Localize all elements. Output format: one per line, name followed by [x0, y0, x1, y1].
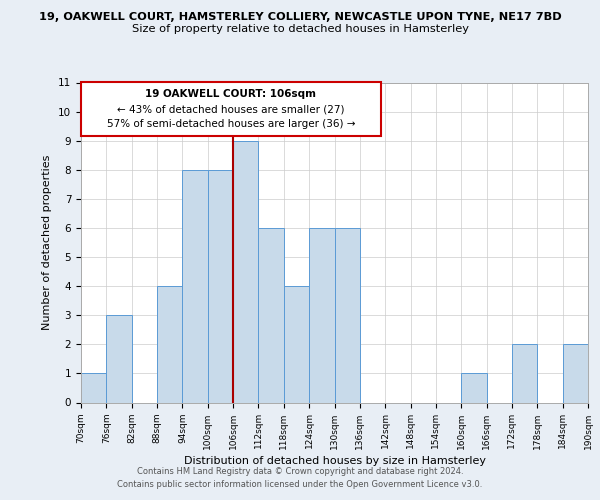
Bar — [182, 170, 208, 402]
Bar — [563, 344, 588, 403]
Bar — [284, 286, 309, 403]
Bar — [81, 82, 381, 136]
X-axis label: Distribution of detached houses by size in Hamsterley: Distribution of detached houses by size … — [184, 456, 485, 466]
Text: Contains HM Land Registry data © Crown copyright and database right 2024.: Contains HM Land Registry data © Crown c… — [137, 467, 463, 476]
Bar — [81, 374, 106, 402]
Bar — [208, 170, 233, 402]
Bar — [106, 315, 131, 402]
Text: 57% of semi-detached houses are larger (36) →: 57% of semi-detached houses are larger (… — [107, 120, 355, 130]
Y-axis label: Number of detached properties: Number of detached properties — [43, 155, 52, 330]
Bar — [157, 286, 182, 403]
Bar — [233, 140, 259, 402]
Text: ← 43% of detached houses are smaller (27): ← 43% of detached houses are smaller (27… — [117, 104, 345, 115]
Text: Contains public sector information licensed under the Open Government Licence v3: Contains public sector information licen… — [118, 480, 482, 489]
Bar — [335, 228, 360, 402]
Bar — [259, 228, 284, 402]
Bar — [309, 228, 335, 402]
Text: 19, OAKWELL COURT, HAMSTERLEY COLLIERY, NEWCASTLE UPON TYNE, NE17 7BD: 19, OAKWELL COURT, HAMSTERLEY COLLIERY, … — [38, 12, 562, 22]
Text: 19 OAKWELL COURT: 106sqm: 19 OAKWELL COURT: 106sqm — [145, 90, 316, 100]
Text: Size of property relative to detached houses in Hamsterley: Size of property relative to detached ho… — [131, 24, 469, 34]
Bar — [461, 374, 487, 402]
Bar — [512, 344, 538, 403]
